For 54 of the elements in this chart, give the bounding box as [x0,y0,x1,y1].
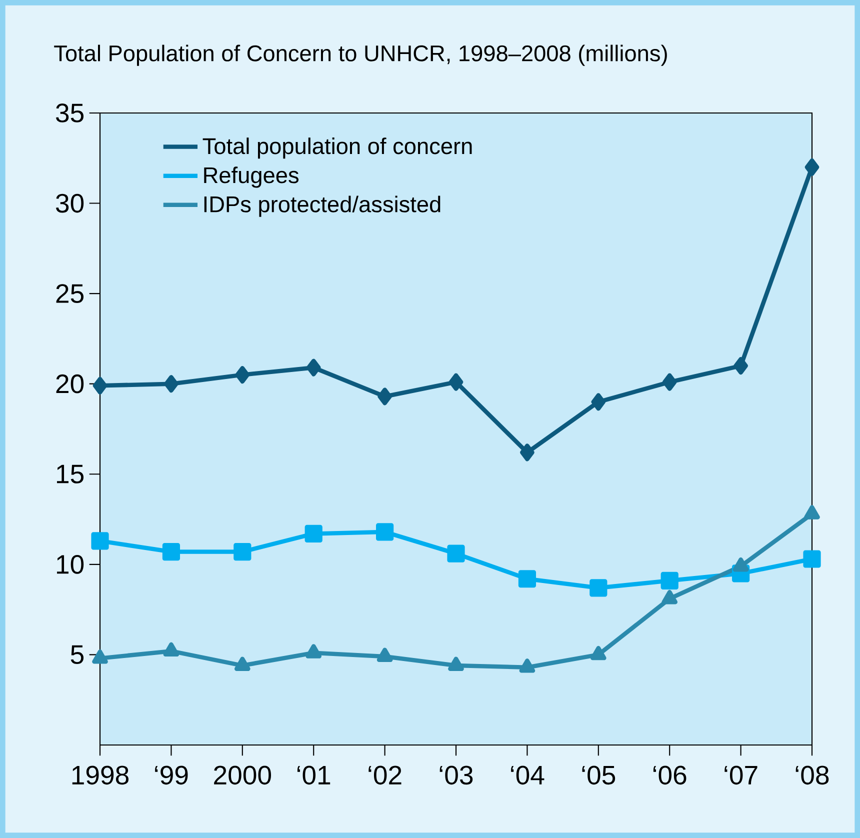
point [662,373,677,391]
x-tick-label: ‘02 [368,766,402,785]
point [162,542,180,561]
point [92,376,108,394]
x-tick-label: ‘99 [155,766,188,785]
point [732,557,749,572]
point [518,570,536,588]
point [376,648,393,662]
point [306,358,321,376]
y-tick-label: 35 [56,104,84,122]
point [163,642,180,657]
point [660,572,678,590]
x-tick-label: ‘01 [297,766,330,785]
point [803,550,821,568]
point [804,158,820,176]
x-tick-label: 1998 [72,766,128,785]
point [590,579,608,597]
x-tick-label: ‘03 [440,766,473,785]
point [378,388,392,406]
point [520,444,534,462]
y-tick-label: 5 [70,645,84,664]
y-tick-label: 20 [56,374,84,394]
y-tick-label: 30 [56,194,84,213]
point [662,590,678,604]
point [519,658,536,673]
point [591,393,606,411]
point [376,523,394,541]
point [92,650,108,664]
x-tick-label: ‘08 [796,766,829,785]
point [734,356,748,375]
point [234,656,250,672]
x-tick-label: 2000 [214,766,272,785]
point [448,656,464,672]
x-tick-label: ‘04 [511,766,544,785]
x-tick-label: ‘05 [582,766,616,785]
point [447,544,465,562]
chart-title: Total Population of Concern to UNHCR, 1998–2008 (millions) [54,44,667,66]
legend-label: Refugees [204,166,299,188]
y-tick-label: 10 [56,554,84,574]
point [804,505,820,520]
y-tick-label: 25 [56,284,84,303]
point [164,375,178,393]
x-tick-label: ‘06 [653,766,686,785]
point [235,366,250,384]
point [91,532,109,550]
legend-label: Total population of concern [202,138,472,159]
point [306,644,322,658]
y-tick-label: 15 [56,464,84,484]
legend-label: IDPs protected/assisted [204,196,440,217]
point [590,646,606,660]
x-tick-label: ‘07 [724,766,758,785]
point [448,373,464,391]
point [234,542,252,561]
point [304,524,322,543]
